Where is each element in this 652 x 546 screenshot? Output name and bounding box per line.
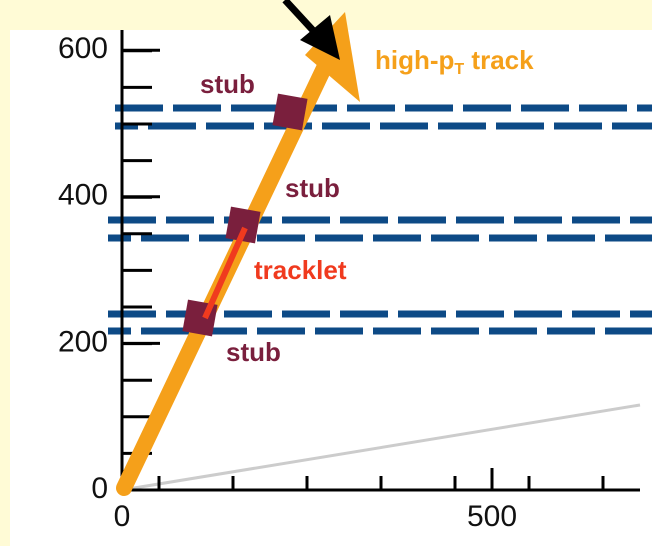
track-label: high-pT track bbox=[375, 45, 534, 78]
pointer-arrow bbox=[282, 0, 340, 60]
y-tick-label: 200 bbox=[58, 325, 108, 358]
panel bbox=[10, 30, 652, 546]
reference-line bbox=[121, 403, 641, 492]
track-label-rest: track bbox=[464, 45, 534, 75]
y-tick-label: 0 bbox=[91, 472, 108, 505]
axes bbox=[120, 30, 640, 492]
y-tick-label: 600 bbox=[58, 32, 108, 65]
track-label-sub: T bbox=[454, 61, 464, 78]
x-tick-label: 500 bbox=[467, 500, 517, 533]
stub-label: stub bbox=[200, 69, 255, 99]
stub-label: stub bbox=[285, 173, 340, 203]
x-tick-label: 0 bbox=[114, 500, 131, 533]
tracklet-line bbox=[202, 226, 248, 320]
tracklet-label: tracklet bbox=[254, 255, 347, 285]
track-label-main: high-p bbox=[375, 45, 454, 75]
stub-label: stub bbox=[226, 337, 281, 367]
y-tick-label: 400 bbox=[58, 179, 108, 212]
